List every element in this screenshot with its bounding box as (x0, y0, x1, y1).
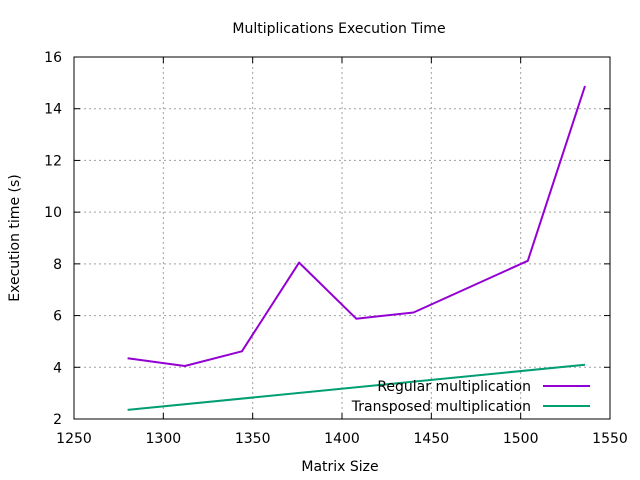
grid (74, 57, 610, 419)
y-tick-label: 6 (53, 309, 62, 325)
x-tick-label: 1350 (235, 431, 271, 447)
chart-title: Multiplications Execution Time (232, 21, 445, 37)
legend-label-1: Regular multiplication (377, 379, 531, 395)
series-line-1 (127, 85, 586, 367)
y-tick-label: 4 (53, 360, 62, 376)
x-tick-label: 1300 (146, 431, 182, 447)
x-tick-label: 1250 (56, 431, 92, 447)
y-tick-label: 14 (44, 102, 62, 118)
series-line-2 (127, 363, 586, 411)
y-tick-label: 16 (44, 50, 62, 66)
legend: Regular multiplication Transposed multipl… (351, 379, 590, 415)
y-tick-label: 2 (53, 412, 62, 428)
y-axis-label: Execution time (s) (7, 174, 23, 301)
x-tick-label: 1500 (503, 431, 539, 447)
ticks: 1250 1300 1350 1400 1450 1500 1550 2 4 6 8 10 12 14 16 (44, 50, 628, 447)
series-lines (127, 85, 586, 411)
legend-label-2: Transposed multiplication (351, 399, 531, 415)
y-tick-label: 12 (44, 153, 62, 169)
x-tick-label: 1550 (592, 431, 628, 447)
x-axis-label: Matrix Size (301, 459, 378, 475)
y-tick-label: 10 (44, 205, 62, 221)
y-tick-label: 8 (53, 257, 62, 273)
x-tick-label: 1400 (324, 431, 360, 447)
x-tick-label: 1450 (414, 431, 450, 447)
